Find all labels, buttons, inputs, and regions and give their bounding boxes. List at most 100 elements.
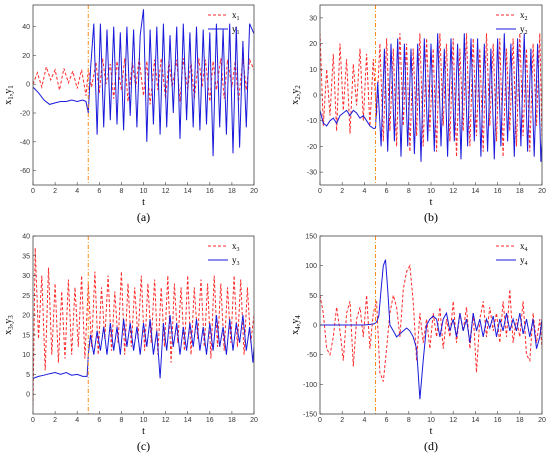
chart-panel-b: 0 2 4 6 8 10 12 14 16 18 20-30-20-100102030tx2,y2(…: [290, 4, 546, 224]
y-tick-label: 20: [22, 313, 30, 320]
label-subscript: 1: [237, 16, 240, 22]
y-label-part: x: [290, 330, 301, 335]
label-main: y: [232, 24, 237, 34]
x-tick-label: 4: [362, 188, 366, 195]
x-tick-label: 18: [228, 417, 236, 424]
x-tick-label: 14: [184, 188, 192, 195]
label-subscript: 3: [237, 247, 240, 253]
x-tick-label: 10: [427, 417, 435, 424]
x-tick-label: 8: [119, 188, 123, 195]
series-line-x2: [320, 33, 542, 157]
y-tick-label: 0: [313, 93, 317, 100]
x-tick-label: 14: [472, 188, 480, 195]
x-tick-label: 12: [162, 417, 170, 424]
y-tick-label: -150: [303, 412, 317, 419]
x-tick-label: 20: [538, 188, 546, 195]
x-tick-label: 20: [538, 417, 546, 424]
legend-entry-y3: y3: [232, 255, 240, 267]
x-tick-label: 18: [228, 188, 236, 195]
label-subscript: 4: [525, 261, 528, 267]
y-tick-label: -50: [307, 352, 317, 359]
y-tick-label: -20: [307, 144, 317, 151]
y-tick-label: 0: [313, 323, 317, 330]
panel-label: (d): [424, 439, 438, 453]
y-label-subscript: 3: [7, 326, 15, 330]
x-axis-label: t: [430, 426, 433, 437]
chart-panel-d: 0 2 4 6 8 10 12 14 16 18 20-150-100-50050100150tx4…: [290, 234, 546, 454]
y-tick-label: 20: [22, 53, 30, 60]
x-axis-label: t: [142, 197, 145, 208]
x-tick-label: 8: [407, 188, 411, 195]
label-main: y: [232, 255, 237, 265]
x-tick-label: 16: [206, 188, 214, 195]
y-label-subscript: 1: [7, 96, 15, 100]
y-axis-label: x3,y3: [3, 315, 15, 335]
x-tick-label: 4: [362, 417, 366, 424]
legend-entry-y2: y2: [520, 24, 528, 36]
y-label-part: ,y: [290, 319, 301, 327]
x-tick-label: 6: [385, 188, 389, 195]
label-main: x: [232, 241, 237, 251]
x-tick-label: 12: [162, 188, 170, 195]
label-main: x: [520, 241, 525, 251]
x-tick-label: 12: [449, 417, 457, 424]
y-tick-label: 15: [22, 332, 30, 339]
label-subscript: 2: [525, 16, 528, 22]
y-label-subscript: 3: [7, 315, 15, 319]
series-line-x3: [33, 247, 254, 407]
y-label-subscript: 4: [294, 326, 302, 330]
x-tick-label: 0: [318, 417, 322, 424]
y-tick-label: 20: [309, 41, 317, 48]
y-tick-label: 0: [26, 392, 30, 399]
label-main: x: [232, 10, 237, 20]
x-tick-label: 8: [119, 417, 123, 424]
x-tick-label: 8: [407, 417, 411, 424]
y-tick-label: 0: [26, 82, 30, 89]
label-subscript: 3: [237, 261, 240, 267]
y-label-part: x: [3, 330, 14, 335]
x-tick-label: 18: [516, 188, 524, 195]
x-axis-label: t: [142, 426, 145, 437]
x-tick-label: 6: [97, 417, 101, 424]
label-main: x: [520, 10, 525, 20]
y-tick-label: 10: [22, 352, 30, 359]
panel-label: (a): [137, 210, 150, 224]
x-tick-label: 12: [449, 188, 457, 195]
y-tick-label: 25: [22, 293, 30, 300]
x-tick-label: 16: [494, 188, 502, 195]
y-tick-label: 30: [22, 273, 30, 280]
panel-label: (b): [424, 210, 438, 224]
y-axis-label: x2,y2: [290, 85, 302, 105]
label-main: y: [520, 255, 525, 265]
y-tick-label: -40: [20, 139, 30, 146]
series-line-y2: [320, 33, 542, 162]
x-tick-label: 14: [472, 417, 480, 424]
legend-entry-x1: x1: [232, 10, 240, 22]
y-tick-label: 50: [309, 293, 317, 300]
x-tick-label: 4: [75, 417, 79, 424]
y-tick-label: -60: [20, 168, 30, 175]
x-tick-label: 20: [250, 188, 258, 195]
legend-entry-y1: y1: [232, 24, 240, 36]
x-tick-label: 10: [140, 188, 148, 195]
x-tick-label: 0: [318, 188, 322, 195]
y-label-part: x: [290, 100, 301, 105]
x-tick-label: 14: [184, 417, 192, 424]
x-tick-label: 20: [250, 417, 258, 424]
label-subscript: 2: [525, 30, 528, 36]
y-axis-label: x4,y4: [290, 315, 302, 335]
label-subscript: 1: [237, 30, 240, 36]
y-label-subscript: 1: [7, 85, 15, 89]
y-axis-label: x1,y1: [3, 85, 15, 105]
y-tick-label: -10: [307, 118, 317, 125]
x-tick-label: 0: [31, 417, 35, 424]
y-label-part: x: [3, 100, 14, 105]
x-axis-label: t: [430, 197, 433, 208]
y-label-part: ,y: [3, 89, 14, 97]
label-subscript: 4: [525, 247, 528, 253]
chart-panel-a: 0 2 4 6 8 10 12 14 16 18 20-60-40-2002040tx1,y1(a)…: [3, 4, 258, 224]
y-tick-label: -30: [307, 170, 317, 177]
y-label-subscript: 2: [294, 96, 302, 100]
panel-label: (c): [137, 439, 150, 453]
x-tick-label: 10: [427, 188, 435, 195]
